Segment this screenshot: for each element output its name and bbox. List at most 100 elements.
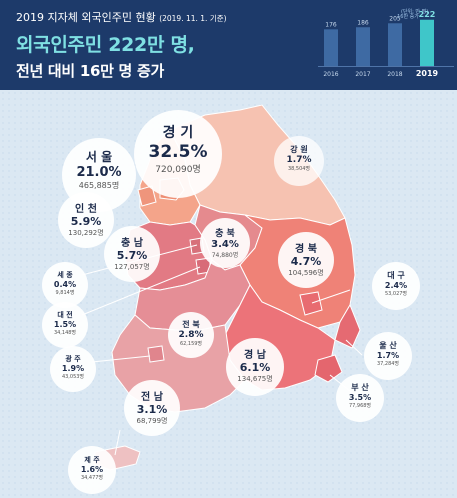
mini-bar-category: 2019 <box>416 69 439 78</box>
mini-bar-value: 205 <box>389 15 401 22</box>
region-pct: 2.4% <box>384 281 408 290</box>
region-count: 130,292명 <box>68 229 104 237</box>
bubble-gyeonggi: 경 기 32.5% 720,090명 <box>134 110 222 198</box>
mini-bar-category: 2016 <box>323 71 338 78</box>
leader-daegu <box>311 289 351 304</box>
leader-ulsan <box>345 339 363 356</box>
region-count: 43,053명 <box>61 374 85 380</box>
region-name: 충 북 <box>215 229 235 239</box>
mini-bar-chart-svg: 176 2016 186 2017 205 2018 222 2019 16만 증가 <box>318 10 454 78</box>
region-daegu <box>299 291 323 316</box>
mini-bar-category: 2017 <box>355 71 370 78</box>
region-name: 제 주 <box>84 456 100 464</box>
region-pct: 1.5% <box>53 320 77 329</box>
subtitle-note: (2019. 11. 1. 기준) <box>159 14 227 23</box>
region-pct: 5.7% <box>116 249 148 262</box>
region-pct: 1.7% <box>376 351 400 360</box>
region-pct: 21.0% <box>76 165 122 180</box>
region-incheon <box>137 185 157 207</box>
bubble-gwangju: 광 주 1.9% 43,053명 <box>50 346 96 392</box>
region-count: 77,968명 <box>348 403 372 409</box>
region-pct: 3.1% <box>136 403 168 416</box>
bubble-jeju: 제 주 1.6% 34,477명 <box>68 446 116 494</box>
region-pct: 1.6% <box>80 465 104 474</box>
region-pct: 1.7% <box>286 155 312 165</box>
bubble-daegu: 대 구 2.4% 53,027명 <box>372 262 420 310</box>
region-name: 광 주 <box>65 355 81 363</box>
region-name: 부 산 <box>351 383 369 392</box>
region-name: 강 원 <box>290 145 308 154</box>
region-count: 465,885명 <box>78 181 120 190</box>
subtitle-text: 2019 지자체 외국인주민 현황 <box>16 11 156 24</box>
region-name: 세 종 <box>57 271 73 279</box>
region-count: 74,880명 <box>211 252 239 259</box>
bubble-chungbuk: 충 북 3.4% 74,880명 <box>200 218 250 268</box>
mini-bar-value: 186 <box>357 19 369 26</box>
mini-bar-category: 2018 <box>387 71 402 78</box>
region-count: 9,814명 <box>55 290 75 296</box>
bubble-incheon: 인 천 5.9% 130,292명 <box>58 192 114 248</box>
region-count: 104,596명 <box>288 269 324 277</box>
region-count: 37,284명 <box>376 361 400 367</box>
region-name: 대 전 <box>57 311 73 319</box>
bubble-jeonbuk: 전 북 2.8% 62,159명 <box>168 312 214 358</box>
region-pct: 5.9% <box>70 215 102 228</box>
bubble-sejong: 세 종 0.4% 9,814명 <box>42 262 88 308</box>
region-count: 68,799명 <box>136 417 168 425</box>
region-count: 720,090명 <box>155 165 201 175</box>
region-count: 62,159명 <box>179 341 203 347</box>
region-pct: 1.9% <box>61 364 85 373</box>
bubble-chungnam: 충 남 5.7% 127,057명 <box>104 226 160 282</box>
bubble-gyeongnam: 경 남 6.1% 134,675명 <box>226 338 284 396</box>
region-ulsan <box>334 303 361 349</box>
bubble-ulsan: 울 산 1.7% 37,284명 <box>364 332 412 380</box>
region-count: 38,504명 <box>287 166 311 172</box>
mini-bar-chart: 176 2016 186 2017 205 2018 222 2019 16만 증가 (단위: … <box>318 4 454 88</box>
header-title: 외국인주민 222만 명, <box>16 34 195 56</box>
header-banner: 2019 지자체 외국인주민 현황 (2019. 11. 1. 기준) 외국인주… <box>0 0 457 90</box>
mini-bar-2018 <box>388 23 402 67</box>
region-pct: 32.5% <box>148 142 208 162</box>
region-pct: 3.4% <box>211 239 239 250</box>
region-name: 경 남 <box>244 350 266 361</box>
region-name: 인 천 <box>75 204 97 215</box>
region-busan <box>314 354 343 383</box>
bubble-busan: 부 산 3.5% 77,968명 <box>336 374 384 422</box>
region-name: 전 북 <box>182 320 200 329</box>
leader-jeju <box>114 429 121 456</box>
region-name: 전 남 <box>141 392 163 403</box>
region-pct: 2.8% <box>178 330 204 340</box>
region-gwangju <box>147 345 165 363</box>
bubble-jeonnam: 전 남 3.1% 68,799명 <box>124 380 180 436</box>
region-pct: 3.5% <box>348 393 372 402</box>
region-name: 경 북 <box>295 244 317 255</box>
mini-chart-badge: 16만 증가 <box>397 13 419 20</box>
region-name: 경 기 <box>162 125 194 141</box>
leader-daejeon <box>81 266 201 316</box>
region-count: 127,057명 <box>114 263 150 271</box>
region-name: 울 산 <box>379 341 397 350</box>
region-pct: 4.7% <box>290 255 322 268</box>
mini-chart-unit: (단위: 만 명) <box>401 9 429 15</box>
region-count: 34,477명 <box>80 475 104 481</box>
region-name: 서 울 <box>85 150 113 164</box>
region-count: 53,027명 <box>384 291 408 297</box>
region-name: 충 남 <box>121 238 143 249</box>
bubble-daejeon: 대 전 1.5% 34,148명 <box>42 302 88 348</box>
bubble-gangwon: 강 원 1.7% 38,504명 <box>274 136 324 186</box>
region-count: 34,148명 <box>53 330 77 336</box>
region-pct: 0.4% <box>53 280 77 289</box>
region-pct: 6.1% <box>239 361 271 374</box>
mini-bar-2016 <box>324 29 338 66</box>
region-name: 대 구 <box>387 271 405 280</box>
header-subtitle: 2019 지자체 외국인주민 현황 (2019. 11. 1. 기준) <box>16 9 227 25</box>
mini-bar-value: 222 <box>419 10 436 19</box>
mini-bar-2019 <box>420 19 434 66</box>
bubble-gyeongbuk: 경 북 4.7% 104,596명 <box>278 232 334 288</box>
mini-bar-2017 <box>356 27 370 66</box>
region-count: 134,675명 <box>237 375 273 383</box>
mini-bar-value: 176 <box>325 21 337 28</box>
header-title-line2: 전년 대비 16만 명 증가 <box>16 62 164 80</box>
leader-gwangju <box>91 355 151 363</box>
